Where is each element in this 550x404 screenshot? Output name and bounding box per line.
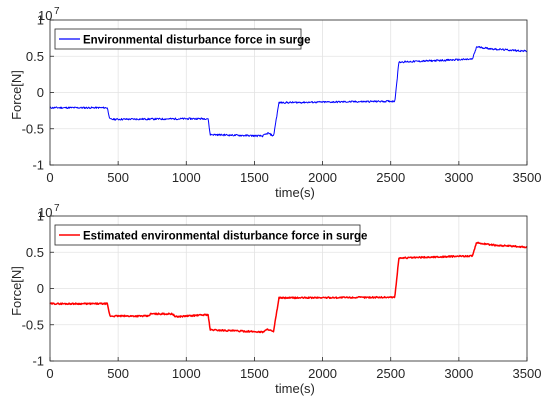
bottom-chart-x-tick-label: 1000 bbox=[172, 366, 201, 381]
top-chart-y-tick-label: 1 bbox=[37, 13, 44, 28]
bottom-chart-panel: 10 7 Force[N] time(s) 0 500 1000 1500 2000 25… bbox=[9, 203, 541, 396]
bottom-chart-y-tick-label: 1 bbox=[37, 209, 44, 224]
bottom-chart-x-tick-label: 500 bbox=[107, 366, 129, 381]
bottom-chart-series-line bbox=[49, 241, 528, 334]
bottom-chart-x-tick-label: 1500 bbox=[240, 366, 269, 381]
bottom-chart-legend-box bbox=[54, 224, 361, 246]
top-chart-legend: Environmental disturbance force in surge bbox=[54, 28, 311, 50]
top-chart-x-tick-label: 3000 bbox=[444, 170, 473, 185]
top-chart-exponent-power: 7 bbox=[54, 6, 60, 17]
bottom-chart-x-tick-label: 0 bbox=[46, 366, 53, 381]
bottom-chart-y-tick-label: 0.5 bbox=[26, 245, 44, 260]
top-chart-x-tick-label: 2000 bbox=[308, 170, 337, 185]
top-chart-legend-box bbox=[54, 28, 302, 50]
bottom-chart-ylabel: Force[N] bbox=[9, 266, 24, 316]
bottom-chart-x-tick-label: 3500 bbox=[513, 366, 542, 381]
bottom-chart-x-tick-label: 2000 bbox=[308, 366, 337, 381]
top-chart-x-tick-label: 2500 bbox=[376, 170, 405, 185]
top-chart-exponent-base: 10 bbox=[38, 8, 52, 23]
top-chart-x-tick-label: 3500 bbox=[513, 170, 542, 185]
top-chart-xlabel: time(s) bbox=[275, 185, 315, 200]
bottom-chart-xlabel: time(s) bbox=[275, 381, 315, 396]
bottom-chart-ticks: 0 500 1000 1500 2000 2500 3000 3500 -1 -0.5 0 0.5 1 bbox=[22, 209, 542, 382]
top-chart-panel: 10 7 Force[N] time(s) 0 500 1000 1500 2000 25… bbox=[9, 6, 541, 200]
bottom-chart-x-tick-label: 3000 bbox=[444, 366, 473, 381]
top-chart-y-tick-label: 0.5 bbox=[26, 49, 44, 64]
bottom-chart-legend-label: Estimated environmental disturbance forc… bbox=[83, 231, 367, 243]
top-chart-ticks: 0 500 1000 1500 2000 2500 3000 3500 -1 -0.5 0 0.5 1 bbox=[22, 13, 542, 186]
bottom-chart-x-tick-label: 2500 bbox=[376, 366, 405, 381]
top-chart-y-tick-label: 0 bbox=[37, 85, 44, 100]
bottom-chart-y-tick-label: 0 bbox=[37, 281, 44, 296]
top-chart-ylabel: Force[N] bbox=[9, 70, 24, 120]
top-chart-legend-label: Environmental disturbance force in surge bbox=[83, 35, 311, 47]
bottom-chart-y-tick-label: -1 bbox=[32, 354, 44, 369]
top-chart-x-tick-label: 500 bbox=[107, 170, 129, 185]
top-chart-x-tick-label: 1000 bbox=[172, 170, 201, 185]
bottom-chart-exponent-power: 7 bbox=[54, 203, 60, 214]
top-chart-x-tick-label: 1500 bbox=[240, 170, 269, 185]
bottom-chart-y-tick-label: -0.5 bbox=[22, 317, 44, 332]
bottom-chart-legend: Estimated environmental disturbance forc… bbox=[54, 224, 367, 246]
bottom-chart-series bbox=[49, 241, 528, 334]
top-chart-y-tick-label: -0.5 bbox=[22, 121, 44, 136]
top-chart-y-tick-label: -1 bbox=[32, 158, 44, 173]
top-chart-series-line bbox=[49, 46, 527, 138]
top-chart-x-tick-label: 0 bbox=[46, 170, 53, 185]
bottom-chart-exponent-base: 10 bbox=[38, 205, 52, 220]
top-chart-series bbox=[49, 46, 527, 138]
